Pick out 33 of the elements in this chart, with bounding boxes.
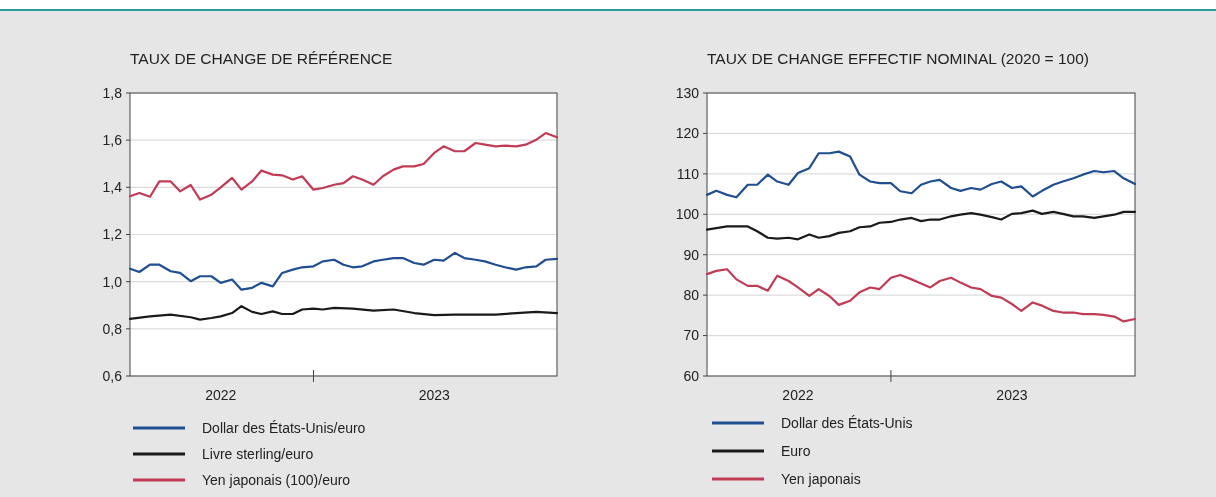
y-tick-label: 90 xyxy=(683,246,700,263)
line-series xyxy=(705,150,1137,199)
y-tick-label: 1,2 xyxy=(102,226,123,243)
y-tick-label: 110 xyxy=(676,165,700,182)
y-tick-label: 0,6 xyxy=(102,367,123,384)
line-series xyxy=(128,251,559,291)
y-tick-label: 60 xyxy=(683,367,700,384)
y-tick-label: 120 xyxy=(675,125,700,142)
line-series xyxy=(705,209,1137,241)
y-tick-label: 70 xyxy=(683,327,700,344)
y-tick-label: 80 xyxy=(683,287,700,304)
x-tick-label: 2023 xyxy=(418,387,451,403)
y-tick-label: 1,8 xyxy=(102,84,123,101)
y-tick-label: 1,0 xyxy=(102,273,123,290)
legend-label: Dollar des États-Unis xyxy=(781,414,913,431)
legend-label: Euro xyxy=(781,442,811,459)
y-tick-label: 1,6 xyxy=(102,132,123,149)
x-tick-label: 2022 xyxy=(782,387,814,403)
chart-title: TAUX DE CHANGE EFFECTIF NOMINAL (2020 = 100) xyxy=(707,50,1089,67)
legend-label: Yen japonais (100)/euro xyxy=(202,471,351,488)
x-tick-label: 2022 xyxy=(205,387,237,403)
legend-label: Yen japonais xyxy=(781,470,861,487)
chart-title: TAUX DE CHANGE DE RÉFÉRENCE xyxy=(130,50,393,67)
y-tick-label: 1,4 xyxy=(102,179,123,196)
y-tick-label: 100 xyxy=(675,206,700,223)
y-tick-label: 0,8 xyxy=(102,320,123,337)
line-series xyxy=(705,268,1137,323)
legend-label: Livre sterling/euro xyxy=(202,445,314,462)
x-tick-label: 2023 xyxy=(996,387,1028,403)
y-tick-label: 130 xyxy=(675,84,700,101)
legend-label: Dollar des États-Unis/euro xyxy=(202,419,366,436)
line-series xyxy=(128,305,559,321)
line-series xyxy=(128,131,559,201)
